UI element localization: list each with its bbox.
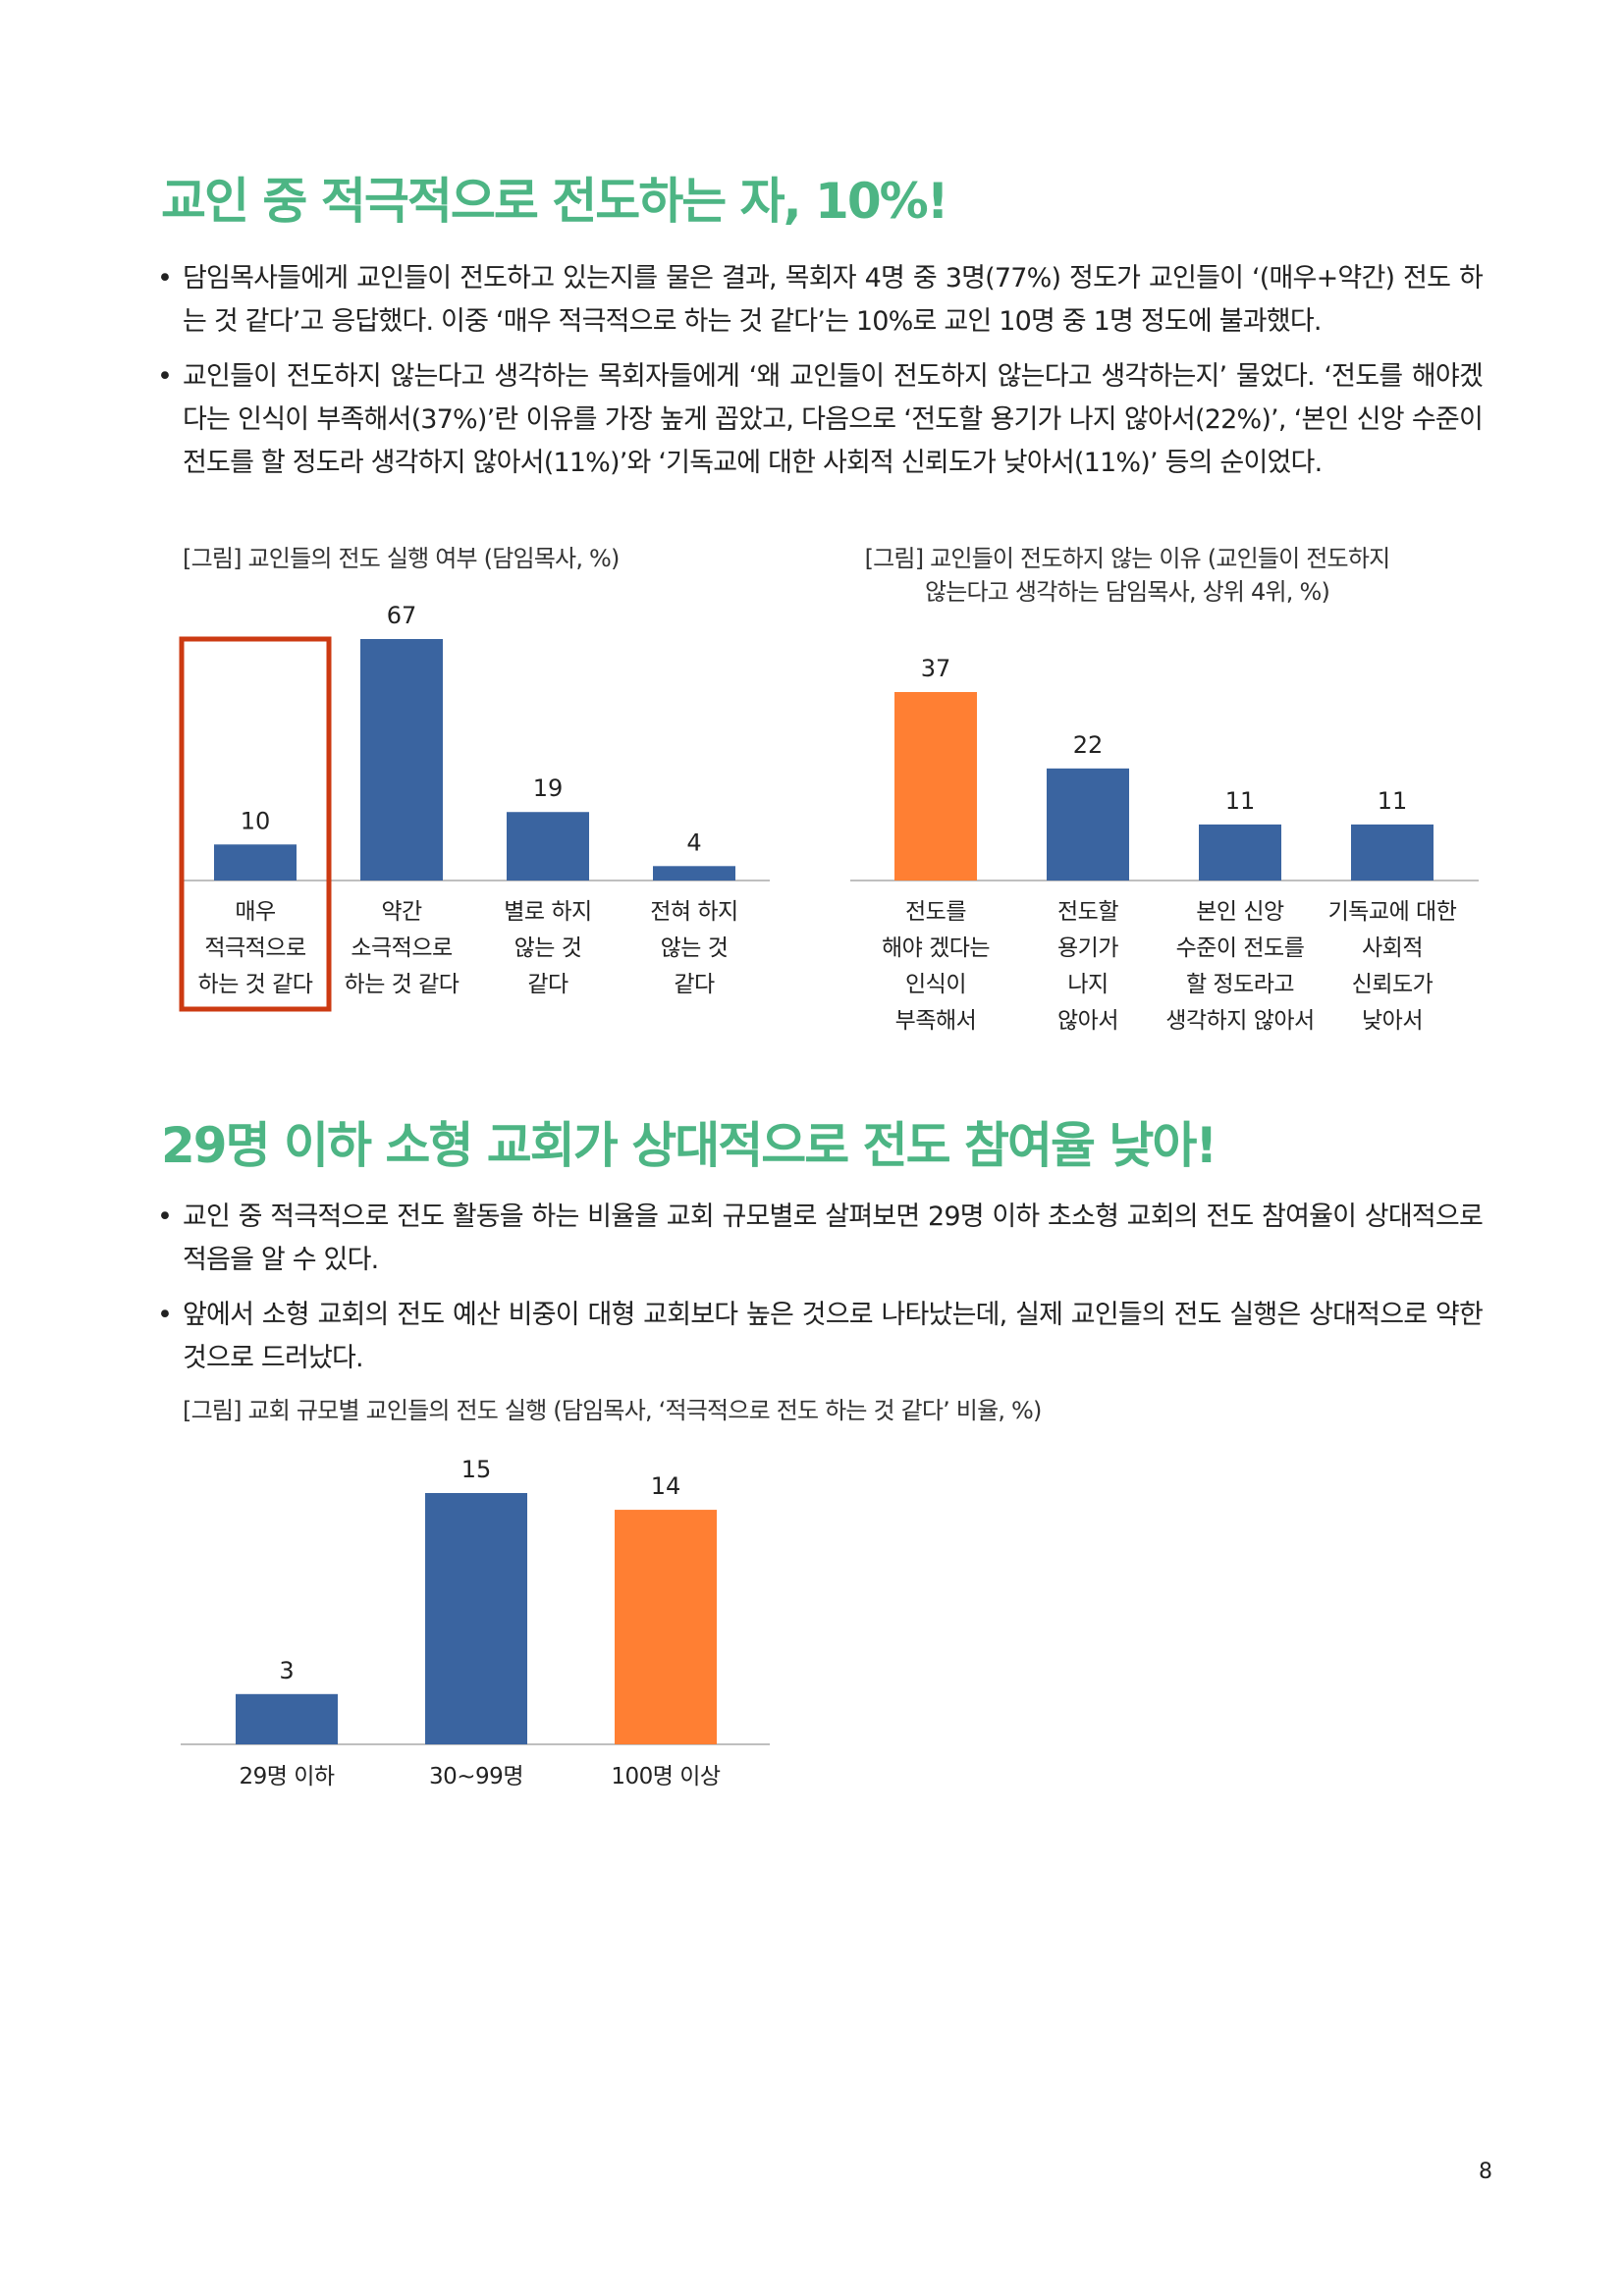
- category-label: 본인 신앙: [1196, 899, 1284, 925]
- category-label: 신뢰도가: [1352, 972, 1434, 997]
- category-label: 해야 겠다는: [882, 935, 990, 961]
- section-heading-small-church: 29명 이하 소형 교회가 상대적으로 전도 참여율 낮아!: [161, 1117, 1217, 1174]
- section-heading-active-evangelism: 교인 중 적극적으로 전도하는 자, 10%!: [161, 173, 949, 230]
- caption-line: [그림] 교인들의 전도 실행 여부 (담임목사, %): [183, 545, 620, 572]
- category-label: 같다: [527, 972, 568, 997]
- category-label: 기독교에 대한: [1328, 899, 1457, 925]
- data-label: 11: [1225, 787, 1256, 815]
- data-label: 15: [461, 1456, 492, 1483]
- category-label: 전도를: [905, 899, 966, 925]
- data-label: 14: [651, 1472, 681, 1500]
- data-label: 4: [686, 828, 701, 856]
- category-label: 사회적: [1362, 935, 1423, 961]
- bar: [1351, 824, 1434, 881]
- category-label: 생각하지 않아서: [1165, 1008, 1314, 1034]
- category-label: 별로 하지: [504, 899, 591, 925]
- category-label: 않는 것: [514, 935, 582, 961]
- bullet-item: 교인 중 적극적으로 전도 활동을 하는 비율을 교회 규모별로 살펴보면 29…: [155, 1196, 1484, 1282]
- category-label: 수준이 전도를: [1176, 935, 1305, 961]
- category-label: 하는 것 같다: [345, 972, 460, 997]
- bar: [507, 812, 589, 881]
- bullet-item: 담임목사들에게 교인들이 전도하고 있는지를 물은 결과, 목회자 4명 중 3…: [155, 257, 1484, 344]
- category-label: 소극적으로: [351, 935, 452, 961]
- bar: [1047, 768, 1129, 881]
- bar: [214, 844, 297, 881]
- caption-line: 않는다고 생각하는 담임목사, 상위 4위, %): [924, 578, 1330, 606]
- category-label: 매우: [235, 899, 275, 925]
- chart-church-size-evangelism: 3 29명 이하 15 30~99명 14 100명 이상: [181, 1456, 770, 1789]
- category-label: 부족해서: [895, 1008, 977, 1034]
- category-label: 30~99명: [429, 1764, 523, 1789]
- chart3-caption: [그림] 교회 규모별 교인들의 전도 실행 (담임목사, ‘적극적으로 전도 …: [183, 1394, 1042, 1427]
- category-label: 않아서: [1057, 1008, 1118, 1034]
- bar: [1199, 824, 1281, 881]
- data-label: 22: [1073, 731, 1104, 759]
- bullet-item: 앞에서 소형 교회의 전도 예산 비중이 대형 교회보다 높은 것으로 나타났는…: [155, 1294, 1484, 1380]
- category-label: 하는 것 같다: [198, 972, 313, 997]
- category-label: 29명 이하: [239, 1764, 334, 1789]
- category-label: 인식이: [905, 972, 966, 997]
- category-label: 전도할: [1057, 899, 1118, 925]
- category-label: 낮아서: [1362, 1008, 1423, 1034]
- bar: [236, 1693, 338, 1744]
- category-label: 용기가: [1057, 935, 1118, 961]
- bar: [653, 866, 735, 881]
- section1-bullet-list: 담임목사들에게 교인들이 전도하고 있는지를 물은 결과, 목회자 4명 중 3…: [155, 257, 1484, 497]
- data-label: 10: [241, 807, 271, 834]
- chart1-caption: [그림] 교인들의 전도 실행 여부 (담임목사, %): [183, 542, 620, 575]
- category-label: 약간: [381, 899, 422, 925]
- caption-line: [그림] 교회 규모별 교인들의 전도 실행 (담임목사, ‘적극적으로 전도 …: [183, 1397, 1042, 1424]
- page-number: 8: [1479, 2160, 1492, 2184]
- bar: [615, 1510, 717, 1744]
- data-label: 67: [387, 602, 417, 629]
- bar: [894, 692, 977, 881]
- section2-bullet-list: 교인 중 적극적으로 전도 활동을 하는 비율을 교회 규모별로 살펴보면 29…: [155, 1196, 1484, 1392]
- bar: [360, 639, 443, 881]
- caption-line: [그림] 교인들이 전도하지 않는 이유 (교인들이 전도하지: [864, 545, 1391, 572]
- bar: [425, 1493, 527, 1744]
- data-label: 37: [921, 655, 951, 682]
- category-label: 않는 것: [661, 935, 729, 961]
- data-label: 11: [1378, 787, 1408, 815]
- category-label: 나지: [1067, 972, 1108, 997]
- highlight-box: [179, 636, 332, 1012]
- category-label: 같다: [674, 972, 715, 997]
- bullet-item: 교인들이 전도하지 않는다고 생각하는 목회자들에게 ‘왜 교인들이 전도하지 …: [155, 355, 1484, 485]
- category-label: 전혀 하지: [650, 899, 737, 925]
- data-label: 3: [279, 1657, 294, 1684]
- category-label: 할 정도라고: [1186, 972, 1294, 997]
- category-label: 적극적으로: [204, 935, 305, 961]
- category-label: 100명 이상: [611, 1764, 721, 1789]
- data-label: 19: [533, 774, 564, 802]
